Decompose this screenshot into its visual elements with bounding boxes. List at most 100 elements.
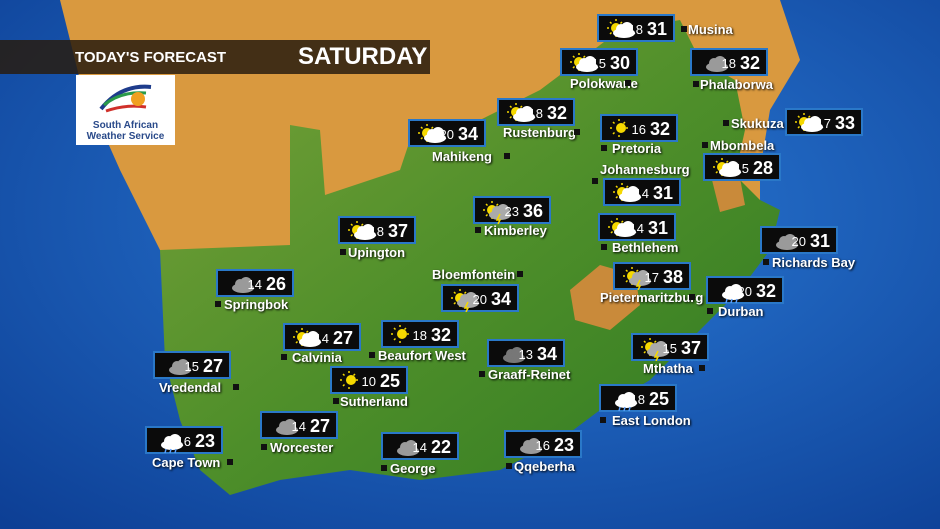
- thunderstorm-sun-icon: [641, 338, 669, 361]
- city-label: Mthatha: [643, 361, 693, 376]
- max-temp: 32: [739, 53, 760, 73]
- cloudy-icon: [397, 440, 419, 456]
- city-marker: [281, 354, 287, 360]
- partly-cloudy-icon: [607, 19, 635, 38]
- forecast-box: 14 31: [598, 213, 676, 241]
- forecast-box: 14 27: [283, 323, 361, 351]
- forecast-box: 17 38: [613, 262, 691, 290]
- city-label: Rustenburg: [503, 125, 576, 140]
- min-temp: 14: [314, 331, 329, 346]
- max-temp: 25: [379, 371, 400, 391]
- city-marker: [333, 398, 339, 404]
- city-marker: [574, 129, 580, 135]
- forecast-box: 20 31: [760, 226, 838, 254]
- city-label: Mahikeng: [432, 149, 492, 164]
- city-marker: [506, 463, 512, 469]
- city-label: Cape Town: [152, 455, 221, 470]
- min-temp: 20: [791, 234, 806, 249]
- city-marker: [227, 459, 233, 465]
- forecast-box: 18 25: [599, 384, 677, 412]
- max-temp: 25: [648, 389, 669, 409]
- city-marker: [475, 227, 481, 233]
- forecast-box: 14 22: [381, 432, 459, 460]
- partly-cloudy-icon: [348, 221, 376, 240]
- sunny-icon: [391, 325, 409, 343]
- partly-cloudy-icon: [507, 103, 535, 122]
- city-marker: [601, 145, 607, 151]
- city-label: Springbok: [224, 297, 289, 312]
- city-marker: [693, 81, 699, 87]
- city-marker: [233, 384, 239, 390]
- cloudy-icon: [706, 56, 728, 72]
- min-temp: 14: [412, 440, 427, 455]
- city-marker: [681, 26, 687, 32]
- cloudy-icon: [169, 359, 191, 375]
- max-temp: 32: [755, 281, 776, 301]
- max-temp: 34: [536, 344, 557, 364]
- city-label: Richards Bay: [772, 255, 856, 270]
- max-temp: 38: [662, 267, 683, 287]
- forecast-box: 18 31: [597, 14, 675, 42]
- forecast-box: 18 32: [497, 98, 575, 126]
- partly-cloudy-icon: [570, 53, 598, 72]
- thunderstorm-sun-icon: [483, 201, 511, 224]
- min-temp: 15: [591, 56, 606, 71]
- city-marker: [707, 308, 713, 314]
- max-temp: 36: [522, 201, 543, 221]
- forecast-box: 18 37: [338, 216, 416, 244]
- min-temp: 14: [291, 419, 306, 434]
- city-marker: [215, 301, 221, 307]
- min-temp: 18: [412, 328, 427, 343]
- thunderstorm-sun-icon: [451, 289, 479, 312]
- cloudy-icon: [776, 234, 798, 250]
- city-label: Qqeberha: [514, 459, 575, 474]
- max-temp: 34: [490, 289, 511, 309]
- max-temp: 31: [809, 231, 830, 251]
- city-marker: [625, 80, 631, 86]
- city-label: Vredendal: [159, 380, 222, 395]
- cloudy-icon: [232, 277, 254, 293]
- eswatini: [712, 178, 745, 212]
- partly-cloudy-icon: [608, 218, 636, 237]
- city-marker: [504, 153, 510, 159]
- forecast-box: 16 23: [145, 426, 223, 454]
- forecast-box: 23 36: [473, 196, 551, 224]
- logo-line1: South African: [92, 120, 159, 131]
- city-label: Beaufort West: [378, 348, 466, 363]
- city-marker: [340, 249, 346, 255]
- min-temp: 23: [504, 204, 519, 219]
- city-label: Johannesburg: [600, 162, 690, 177]
- city-marker: [723, 120, 729, 126]
- min-temp: 15: [662, 341, 677, 356]
- logo-line2: Weather Service: [86, 131, 165, 142]
- thunderstorm-sun-icon: [623, 267, 651, 290]
- forecast-box: 15 30: [560, 48, 638, 76]
- city-label: Worcester: [270, 440, 334, 455]
- city-marker: [479, 371, 485, 377]
- min-temp: 15: [184, 359, 199, 374]
- max-temp: 37: [387, 221, 408, 241]
- min-temp: 14: [629, 221, 644, 236]
- sunny-icon: [340, 371, 358, 389]
- city-marker: [600, 417, 606, 423]
- forecast-day: SATURDAY: [298, 43, 428, 70]
- city-label: Bloemfontein: [432, 267, 516, 282]
- max-temp: 31: [646, 19, 667, 39]
- partly-cloudy-icon: [293, 328, 321, 347]
- forecast-box: 10 25: [330, 366, 408, 394]
- forecast-box: 15 28: [703, 153, 781, 181]
- city-label: Calvinia: [292, 350, 342, 365]
- max-temp: 27: [332, 328, 353, 348]
- min-temp: 20: [737, 284, 752, 299]
- partly-cloudy-icon: [795, 113, 823, 132]
- max-temp: 30: [609, 53, 630, 73]
- min-temp: 18: [369, 224, 384, 239]
- min-temp: 18: [628, 22, 643, 37]
- city-marker: [763, 259, 769, 265]
- city-label: Bethlehem: [612, 240, 679, 255]
- forecast-box: 18 32: [690, 48, 768, 76]
- city-label: Upington: [348, 245, 406, 260]
- forecast-box: 17 33: [785, 108, 863, 136]
- min-temp: 16: [631, 122, 646, 137]
- saws-logo: South African Weather Service: [76, 75, 175, 145]
